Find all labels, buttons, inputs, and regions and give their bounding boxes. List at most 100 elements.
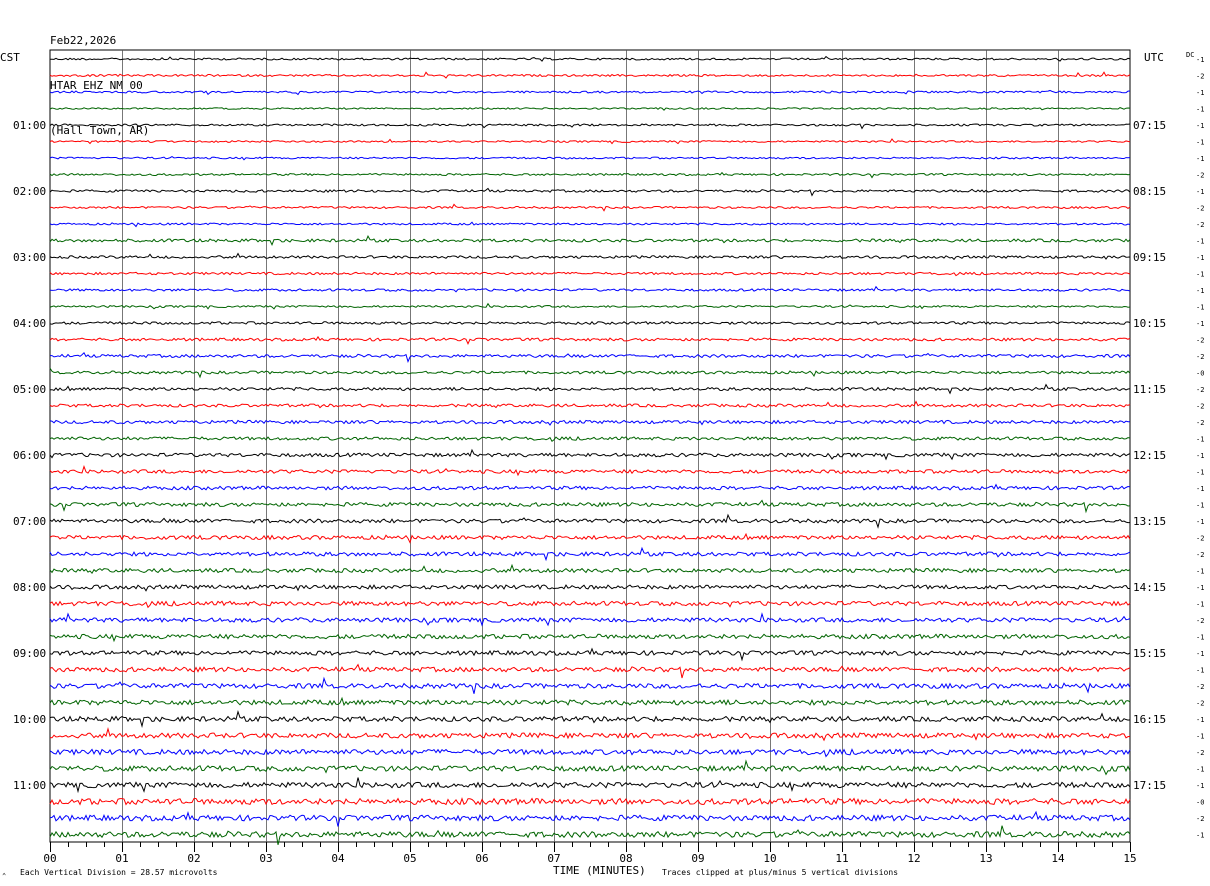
dc-offset-label: -1	[1196, 155, 1204, 163]
dc-offset-label: -2	[1196, 749, 1204, 757]
left-time-label: 04:00	[13, 317, 46, 330]
dc-offset-label: -1	[1196, 584, 1204, 592]
trace-line	[49, 797, 1131, 806]
trace-line	[49, 676, 1131, 694]
dc-offset-label: -1	[1196, 650, 1204, 658]
trace-line	[49, 727, 1131, 742]
dc-offset-label: -1	[1196, 518, 1204, 526]
left-time-label: 06:00	[13, 449, 46, 462]
trace-line	[49, 584, 1131, 592]
dc-offset-labels: -1 -2 -1 -1 -1 -1 -1 -2 -1 -2 -2 -1 -1 -1 -1 -1 -1 -2 -2 -0…	[1196, 56, 1204, 840]
trace-line	[49, 351, 1131, 364]
dc-offset-label: -1	[1196, 287, 1204, 295]
dc-offset-label: -2	[1196, 221, 1204, 229]
dc-offset-label: -1	[1196, 89, 1204, 97]
trace-line	[49, 89, 1131, 96]
trace-line	[49, 612, 1131, 627]
trace-line	[49, 400, 1131, 409]
trace-line	[49, 696, 1131, 707]
dc-offset-label: -1	[1196, 485, 1204, 493]
dc-offset-label: -0	[1196, 799, 1204, 807]
x-tick-label: 06	[475, 852, 488, 865]
dc-offset-label: -2	[1196, 172, 1204, 180]
left-time-label: 01:00	[13, 119, 46, 132]
dc-offset-label: -1	[1196, 832, 1204, 840]
trace-line	[49, 563, 1131, 575]
trace-line	[49, 419, 1131, 426]
dc-offset-label: -2	[1196, 535, 1204, 543]
dc-offset-label: -1	[1196, 188, 1204, 196]
header-location: (Hall Town, AR)	[50, 124, 150, 137]
dc-offset-label: -2	[1196, 683, 1204, 691]
trace-line	[49, 107, 1131, 111]
x-tick-label: 05	[403, 852, 416, 865]
right-time-label: 10:15	[1133, 317, 1166, 330]
x-tick-label: 00	[43, 852, 56, 865]
right-time-label: 09:15	[1133, 251, 1166, 264]
dc-offset-label: -1	[1196, 304, 1204, 312]
dc-offset-label: -2	[1196, 205, 1204, 213]
x-tick-label: 02	[187, 852, 200, 865]
right-time-label: 13:15	[1133, 515, 1166, 528]
left-time-label: 10:00	[13, 713, 46, 726]
trace-line	[49, 335, 1131, 345]
dc-offset-label: -2	[1196, 353, 1204, 361]
trace-line	[49, 499, 1131, 514]
trace-line	[49, 633, 1131, 643]
x-tick-label: 03	[259, 852, 272, 865]
x-tick-label: 09	[691, 852, 704, 865]
right-time-label: 16:15	[1133, 713, 1166, 726]
trace-line	[49, 825, 1131, 845]
dc-offset-label: -1	[1196, 56, 1204, 64]
dc-offset-label: -2	[1196, 419, 1204, 427]
right-time-label: 15:15	[1133, 647, 1166, 660]
dc-offset-label: -1	[1196, 601, 1204, 609]
right-time-label: 12:15	[1133, 449, 1166, 462]
trace-line	[49, 810, 1131, 827]
trace-line	[49, 271, 1131, 277]
trace-line	[49, 647, 1131, 662]
trace-line	[49, 285, 1131, 293]
clip-note: Traces clipped at plus/minus 5 vertical …	[662, 868, 898, 877]
trace-line	[49, 171, 1131, 179]
corner-mark: ⌃	[2, 872, 6, 880]
trace-line	[49, 709, 1131, 728]
left-time-label: 08:00	[13, 581, 46, 594]
left-time-label: 09:00	[13, 647, 46, 660]
x-tick-label: 08	[619, 852, 632, 865]
trace-line	[49, 777, 1131, 794]
x-tick-label: 15	[1123, 852, 1136, 865]
dc-offset-label: -1	[1196, 238, 1204, 246]
left-time-label: 11:00	[13, 779, 46, 792]
trace-line	[49, 546, 1131, 562]
dc-offset-label: -1	[1196, 320, 1204, 328]
trace-line	[49, 302, 1131, 310]
trace-line	[49, 367, 1131, 379]
left-timezone-label: CST	[0, 51, 20, 64]
header-date: Feb22,2026	[50, 34, 117, 47]
trace-line	[49, 187, 1131, 197]
dc-offset-label: -2	[1196, 73, 1204, 81]
dc-offset-label: -1	[1196, 716, 1204, 724]
header-station: HTAR EHZ NM 00	[50, 79, 143, 92]
x-tick-label: 14	[1051, 852, 1065, 865]
trace-line	[49, 436, 1131, 443]
trace-line	[49, 221, 1131, 228]
trace-line	[49, 600, 1131, 609]
trace-line	[49, 71, 1131, 79]
grid-lines	[49, 49, 1131, 843]
x-tick-label: 07	[547, 852, 560, 865]
trace-line	[49, 320, 1131, 325]
right-time-label: 17:15	[1133, 779, 1166, 792]
left-time-label: 07:00	[13, 515, 46, 528]
dc-offset-label: -2	[1196, 337, 1204, 345]
trace-line	[49, 448, 1131, 461]
x-axis: 00 01 02 03 04 05 06 07 08 09 10 11 12 13 14 15	[43, 842, 1137, 865]
dc-offset-label: -1	[1196, 106, 1204, 114]
scale-note: Each Vertical Division = 28.57 microvolt…	[20, 868, 218, 877]
dc-offset-label: -2	[1196, 700, 1204, 708]
dc-offset-label: -2	[1196, 386, 1204, 394]
x-tick-label: 11	[835, 852, 848, 865]
dc-offset-label: -2	[1196, 551, 1204, 559]
